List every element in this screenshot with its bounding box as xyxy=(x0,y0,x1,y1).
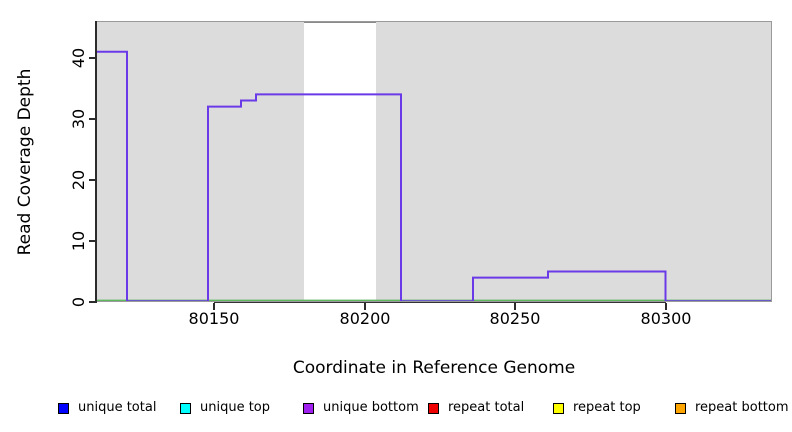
unshaded-gap-region xyxy=(304,22,376,301)
x-tick-80300 xyxy=(665,303,667,310)
legend-label: repeat total xyxy=(448,400,525,415)
legend-label: unique total xyxy=(78,400,157,415)
legend-label: unique bottom xyxy=(323,400,419,415)
coverage-chart-svg xyxy=(97,50,771,301)
y-tick-label-0: 0 xyxy=(68,296,88,308)
unique-top-swatch-icon xyxy=(180,402,191,414)
unique-bottom-swatch-icon xyxy=(303,402,314,414)
legend-item-unique-top: unique top xyxy=(180,399,270,417)
repeat-top-swatch-icon xyxy=(553,402,564,414)
legend-label: repeat bottom xyxy=(695,400,789,415)
legend-item-repeat-total: repeat total xyxy=(428,399,524,417)
y-tick-30 xyxy=(89,118,96,120)
x-tick-label-80200: 80200 xyxy=(339,309,391,328)
y-axis-line xyxy=(95,21,97,303)
y-tick-label-10: 10 xyxy=(68,230,88,252)
y-axis-title: Read Coverage Depth xyxy=(15,68,35,256)
unique-coverage-step-line xyxy=(97,50,771,301)
legend-label: repeat top xyxy=(573,400,641,415)
plot-area xyxy=(96,21,772,302)
y-tick-label-40: 40 xyxy=(68,47,88,69)
unique-total-swatch-icon xyxy=(58,402,69,414)
x-tick-80150 xyxy=(213,303,215,310)
x-axis-title: Coordinate in Reference Genome xyxy=(292,358,576,378)
x-axis-line xyxy=(214,302,666,303)
x-tick-80250 xyxy=(514,303,516,310)
y-tick-label-20: 20 xyxy=(68,169,88,191)
legend-label: unique top xyxy=(200,400,271,415)
legend-item-repeat-bottom: repeat bottom xyxy=(675,399,789,417)
x-tick-label-80250: 80250 xyxy=(489,309,541,328)
legend-item-repeat-top: repeat top xyxy=(553,399,641,417)
x-tick-label-80150: 80150 xyxy=(188,309,240,328)
y-tick-20 xyxy=(89,179,96,181)
y-tick-40 xyxy=(89,57,96,59)
legend-item-unique-total: unique total xyxy=(58,399,156,417)
x-tick-label-80300: 80300 xyxy=(640,309,692,328)
y-tick-0 xyxy=(89,301,96,303)
legend-item-unique-bottom: unique bottom xyxy=(303,399,419,417)
x-tick-80200 xyxy=(364,303,366,310)
legend: unique total unique top unique bottom re… xyxy=(0,399,792,419)
y-tick-10 xyxy=(89,240,96,242)
repeat-bottom-swatch-icon xyxy=(675,402,686,414)
repeat-total-swatch-icon xyxy=(428,402,439,414)
y-tick-label-30: 30 xyxy=(68,108,88,130)
